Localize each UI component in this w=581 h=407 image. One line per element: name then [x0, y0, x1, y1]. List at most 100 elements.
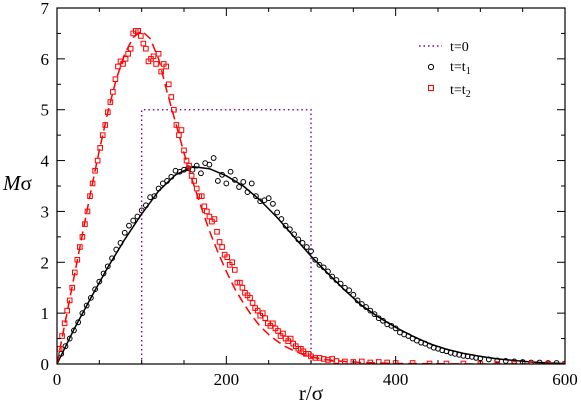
data-point	[83, 302, 90, 309]
legend: t=0 t=t1 t=t2	[419, 40, 471, 100]
series-2	[57, 28, 565, 364]
data-point	[77, 244, 83, 250]
data-point	[127, 45, 134, 52]
legend-label-t2-main: t=t	[450, 83, 466, 98]
data-point	[312, 256, 319, 263]
y-axis-title-rest: σ	[21, 171, 32, 195]
legend-label-t2-sub: 2	[466, 89, 471, 100]
data-point	[87, 193, 93, 199]
data-point	[350, 359, 357, 364]
data-point	[405, 333, 412, 339]
x-axis-title: r/σ	[299, 381, 323, 405]
y-tick-label: 5	[41, 101, 50, 120]
data-point	[346, 287, 353, 294]
y-tick-label: 7	[41, 0, 50, 18]
data-point	[375, 359, 382, 364]
data-point	[178, 127, 185, 133]
data-point	[92, 286, 98, 293]
y-tick-label: 1	[41, 304, 50, 323]
data-point	[100, 270, 107, 277]
data-point	[201, 203, 208, 210]
data-point	[231, 176, 238, 183]
data-point	[270, 200, 276, 207]
data-point	[388, 322, 395, 329]
data-point	[333, 277, 340, 283]
data-point	[371, 311, 378, 318]
data-point	[295, 236, 302, 243]
y-axis-title: Mσ	[2, 171, 32, 195]
legend-marker-t1	[427, 63, 435, 71]
data-point	[219, 244, 225, 250]
data-point	[494, 357, 501, 364]
data-point	[94, 157, 101, 164]
series-line	[140, 109, 312, 364]
tick-label-layer: 0 200 400 600 0 1 2 3 4 5 6 7	[41, 0, 578, 389]
legend-entry-t0: t=0	[419, 40, 469, 55]
data-point	[384, 359, 390, 364]
data-point	[134, 213, 141, 220]
legend-label-t1-sub: 1	[466, 66, 471, 77]
data-point	[193, 185, 200, 192]
data-point	[79, 310, 86, 317]
data-point	[214, 178, 221, 184]
series-fit-line	[57, 30, 565, 364]
data-point	[193, 162, 200, 169]
data-point	[460, 352, 467, 359]
data-point	[92, 167, 98, 174]
y-axis-title-italic: M	[2, 171, 22, 195]
data-point	[126, 222, 132, 229]
y-tick-label: 2	[41, 253, 50, 272]
series-layer	[57, 28, 565, 364]
data-point	[494, 361, 501, 364]
data-point	[198, 170, 204, 177]
data-point	[216, 239, 223, 245]
y-tick-label: 3	[41, 202, 50, 221]
data-point	[308, 248, 314, 254]
legend-label-t1: t=t1	[450, 60, 471, 77]
data-point	[159, 180, 166, 187]
data-point	[112, 76, 119, 83]
data-point	[358, 301, 365, 307]
data-point	[341, 284, 348, 291]
data-point	[143, 202, 149, 209]
data-point	[545, 361, 551, 364]
data-point	[278, 216, 285, 222]
data-point	[337, 280, 344, 287]
data-point	[204, 208, 210, 215]
data-point	[367, 359, 374, 364]
data-point	[168, 94, 175, 100]
data-point	[176, 132, 182, 138]
data-point	[333, 358, 340, 364]
data-point	[553, 360, 560, 364]
data-point	[380, 317, 386, 324]
data-point	[206, 213, 213, 220]
x-tick-label: 200	[214, 370, 240, 389]
data-point	[64, 307, 70, 314]
legend-label-t1-main: t=t	[450, 60, 466, 75]
data-point	[253, 193, 259, 200]
data-point	[155, 185, 162, 192]
data-point	[71, 269, 78, 276]
data-point	[186, 162, 192, 169]
data-point	[464, 353, 471, 360]
legend-marker-t2	[428, 85, 434, 91]
data-point	[223, 180, 230, 187]
x-tick-label: 0	[53, 370, 62, 389]
data-point	[59, 333, 65, 339]
data-point	[109, 255, 115, 262]
data-point	[61, 320, 68, 327]
data-point	[125, 50, 131, 57]
data-point	[155, 50, 162, 57]
data-point	[211, 216, 218, 222]
data-point	[511, 361, 517, 364]
data-point	[105, 109, 111, 116]
data-point	[66, 335, 73, 342]
data-point	[121, 229, 128, 236]
data-point	[519, 359, 526, 364]
data-point	[113, 246, 120, 253]
data-point	[69, 284, 76, 291]
series-1	[57, 155, 565, 364]
data-point	[232, 267, 238, 273]
data-point	[117, 240, 124, 246]
